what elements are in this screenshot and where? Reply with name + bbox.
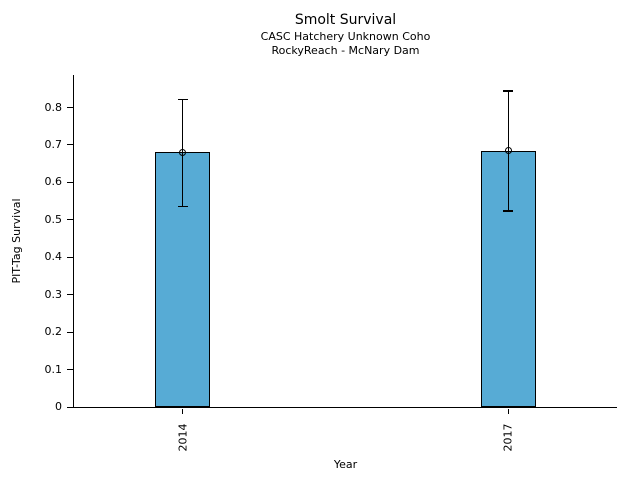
y-tick-label: 0 <box>55 400 62 413</box>
y-tick <box>67 369 73 371</box>
y-tick-label: 0.5 <box>44 212 63 226</box>
error-bar-cap-top <box>503 90 514 92</box>
y-tick-label: 0.8 <box>44 100 63 114</box>
x-axis-label: Year <box>333 458 358 471</box>
x-tick-label: 2017 <box>501 423 515 452</box>
y-tick <box>67 406 73 408</box>
error-bar-cap-bottom <box>503 210 514 212</box>
y-tick-label: 0.2 <box>44 325 63 339</box>
y-tick-label: 0.3 <box>44 287 63 301</box>
y-tick-label: 0.1 <box>44 362 63 376</box>
chart-title: Smolt Survival <box>294 12 397 28</box>
y-tick <box>67 107 73 109</box>
y-tick-label: 0.7 <box>44 137 63 151</box>
point-marker <box>179 148 187 156</box>
y-tick <box>67 294 73 296</box>
y-tick <box>67 331 73 333</box>
error-bar-cap-bottom <box>177 205 188 208</box>
x-tick <box>182 408 184 414</box>
y-tick-label: 0.4 <box>44 250 63 264</box>
y-tick <box>67 219 73 221</box>
x-tick <box>507 408 509 414</box>
y-tick <box>67 181 73 183</box>
point-marker <box>504 147 512 155</box>
y-tick-label: 0.6 <box>44 175 63 189</box>
error-bar-cap-top <box>177 98 188 101</box>
y-axis-label: PIT-Tag Survival <box>10 198 23 284</box>
y-tick <box>67 256 73 258</box>
x-tick-label: 2014 <box>176 423 190 452</box>
chart-subtitle-line-2: RockyReach - McNary Dam <box>271 44 420 57</box>
chart-subtitle-line-1: CASC Hatchery Unknown Coho <box>260 30 431 43</box>
y-tick <box>67 144 73 146</box>
plot-area: 0 0.1 0.2 0.3 0.4 0.5 0.6 0.7 0.8 2014 2017 <box>45 75 617 452</box>
